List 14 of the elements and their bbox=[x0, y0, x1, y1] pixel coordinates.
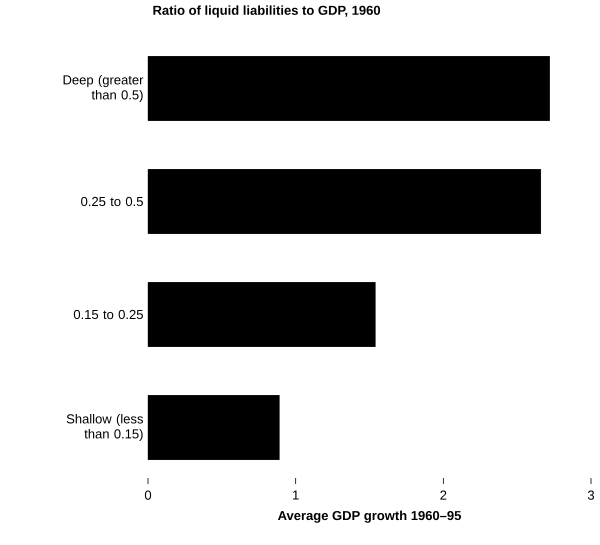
bar bbox=[148, 56, 550, 121]
y-tick-label: Shallow (less than 0.15) bbox=[66, 414, 143, 442]
bar bbox=[148, 395, 280, 460]
x-tick-label: 1 bbox=[293, 490, 299, 500]
chart-title: Ratio of liquid liabilities to GDP, 1960 bbox=[153, 5, 380, 18]
x-axis-title: Average GDP growth 1960–95 bbox=[278, 510, 462, 523]
y-tick-label: 0.25 to 0.5 bbox=[81, 196, 143, 206]
bar bbox=[148, 169, 541, 234]
x-tick-label: 2 bbox=[440, 490, 446, 500]
bar bbox=[148, 282, 376, 347]
y-tick-label: Deep (greater than 0.5) bbox=[64, 74, 144, 102]
x-tick-label: 3 bbox=[588, 490, 594, 500]
y-tick-label: 0.15 to 0.25 bbox=[74, 310, 143, 320]
x-tick-label: 0 bbox=[144, 490, 152, 500]
